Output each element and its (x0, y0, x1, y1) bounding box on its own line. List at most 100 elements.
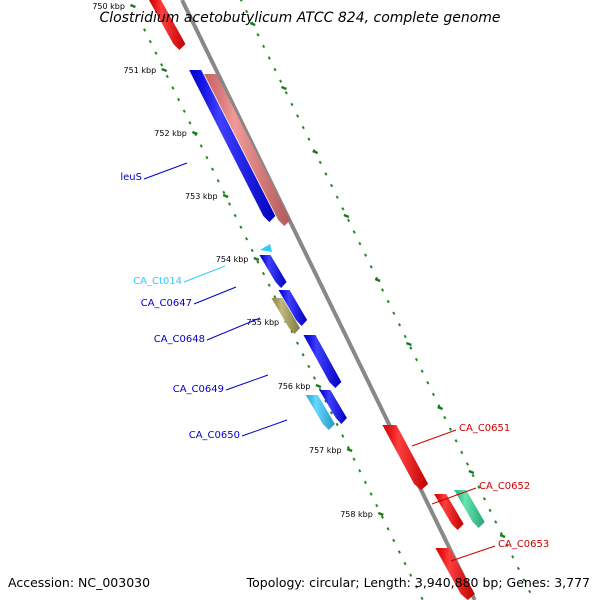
ring-tick (420, 596, 424, 600)
ring-tick (409, 573, 413, 577)
gene-CA_C0653-shade (435, 548, 475, 600)
major-tick (191, 130, 198, 136)
ring-tick (380, 515, 384, 519)
ring-tick (335, 195, 339, 199)
major-tick (374, 277, 381, 283)
gene-label[interactable]: CA_Ct014 (133, 276, 182, 287)
ring-tick (499, 531, 503, 536)
leader-line (241, 419, 288, 437)
major-tick (280, 85, 287, 91)
gene-CA_C0652-red[interactable] (434, 494, 464, 530)
ring-tick (403, 334, 407, 339)
ring-tick (329, 411, 334, 415)
ring-tick (420, 369, 424, 373)
ring-tick (165, 74, 169, 79)
ring-tick (222, 190, 226, 195)
gene-CA_C0651[interactable] (382, 425, 429, 490)
gene-CA_Ct014[interactable] (260, 244, 272, 252)
ring-tick (477, 485, 481, 489)
map-title: Clostridium acetobutylicum ATCC 824, com… (99, 10, 501, 26)
ring-tick (290, 102, 294, 107)
gene-CA_C0652-red-shade (434, 494, 464, 530)
tick-label: 758 kbp (340, 510, 373, 519)
ring-tick (386, 527, 390, 531)
gene-other[interactable] (271, 298, 300, 334)
ring-tick (403, 561, 407, 566)
ring-tick (431, 392, 436, 397)
gene-label[interactable]: CA_C0648 (154, 334, 205, 345)
gene-CA_C0653[interactable] (435, 548, 475, 600)
gene-top-red-shade (149, 0, 186, 50)
gene-CA_C0647[interactable] (259, 255, 287, 288)
gene-label[interactable]: CA_C0647 (141, 298, 192, 309)
gene-label[interactable]: CA_C0649 (173, 384, 224, 395)
ring-tick (296, 114, 300, 118)
gene-leuS[interactable] (189, 70, 276, 222)
leader-line (225, 374, 269, 391)
ring-tick (369, 265, 373, 269)
gene-label[interactable]: CA_C0652 (479, 481, 530, 492)
ring-tick (443, 415, 447, 420)
ring-tick (358, 241, 362, 246)
ring-tick (397, 323, 402, 327)
ring-tick (528, 589, 532, 594)
ring-tick (494, 520, 498, 524)
ring-tick (295, 341, 300, 345)
gene-CA_C0648[interactable] (278, 290, 308, 326)
accession-text: Accession: NC_003030 (8, 575, 151, 590)
leader-line (206, 317, 261, 341)
ring-tick (199, 144, 203, 148)
outer-ring-ticks (239, 0, 532, 594)
ring-tick (346, 445, 350, 450)
ring-tick (363, 253, 368, 257)
genome-summary: Topology: circular; Length: 3,940,880 bp… (246, 575, 590, 590)
major-tick (499, 533, 506, 539)
gene-CA_C0649-shade (303, 335, 342, 388)
gene-CA_C0652[interactable] (454, 490, 485, 528)
gene-label[interactable]: CA_C0650 (189, 430, 240, 441)
gene-CA_C0648-shade (278, 290, 308, 326)
leader-line (431, 487, 477, 505)
gene-CA_C0650-alt-shade (305, 395, 335, 430)
ring-tick (205, 155, 209, 160)
ring-tick (182, 109, 186, 113)
gene-label[interactable]: CA_C0651 (459, 423, 510, 434)
gene-label[interactable]: leuS (120, 172, 142, 183)
ring-tick (273, 295, 277, 299)
gene-tRNA[interactable] (204, 74, 291, 226)
ring-tick (375, 503, 379, 508)
backbone (180, 0, 477, 600)
ring-tick (154, 51, 158, 55)
backbone-line (180, 0, 477, 600)
ring-tick (460, 450, 464, 455)
major-tick (405, 341, 412, 347)
ring-tick (454, 439, 458, 443)
feature-track (149, 0, 485, 600)
gene-CA_C0650[interactable] (319, 390, 347, 424)
ring-tick (267, 56, 271, 60)
ring-tick (211, 167, 215, 171)
gene-label[interactable]: CA_C0653 (498, 539, 549, 550)
ring-tick (482, 497, 486, 501)
ring-tick (358, 469, 362, 473)
ring-tick (352, 457, 356, 461)
major-tick (315, 383, 322, 389)
gene-top-red[interactable] (149, 0, 186, 50)
ring-tick (244, 237, 249, 241)
major-tick (343, 213, 350, 219)
ring-tick (188, 121, 192, 125)
ring-tick (227, 202, 232, 206)
ring-tick (511, 555, 515, 559)
major-tick (377, 511, 384, 517)
gene-CA_C0649[interactable] (303, 335, 342, 388)
major-tick (129, 3, 136, 9)
ring-tick (216, 179, 220, 183)
gene-CA_C0650-alt[interactable] (305, 395, 335, 430)
ring-tick (488, 508, 492, 513)
major-tick (312, 149, 319, 155)
ring-tick (369, 492, 373, 496)
ring-tick (233, 213, 237, 218)
ring-tick (363, 480, 367, 485)
tick-label: 752 kbp (154, 129, 187, 138)
ring-tick (148, 39, 152, 44)
